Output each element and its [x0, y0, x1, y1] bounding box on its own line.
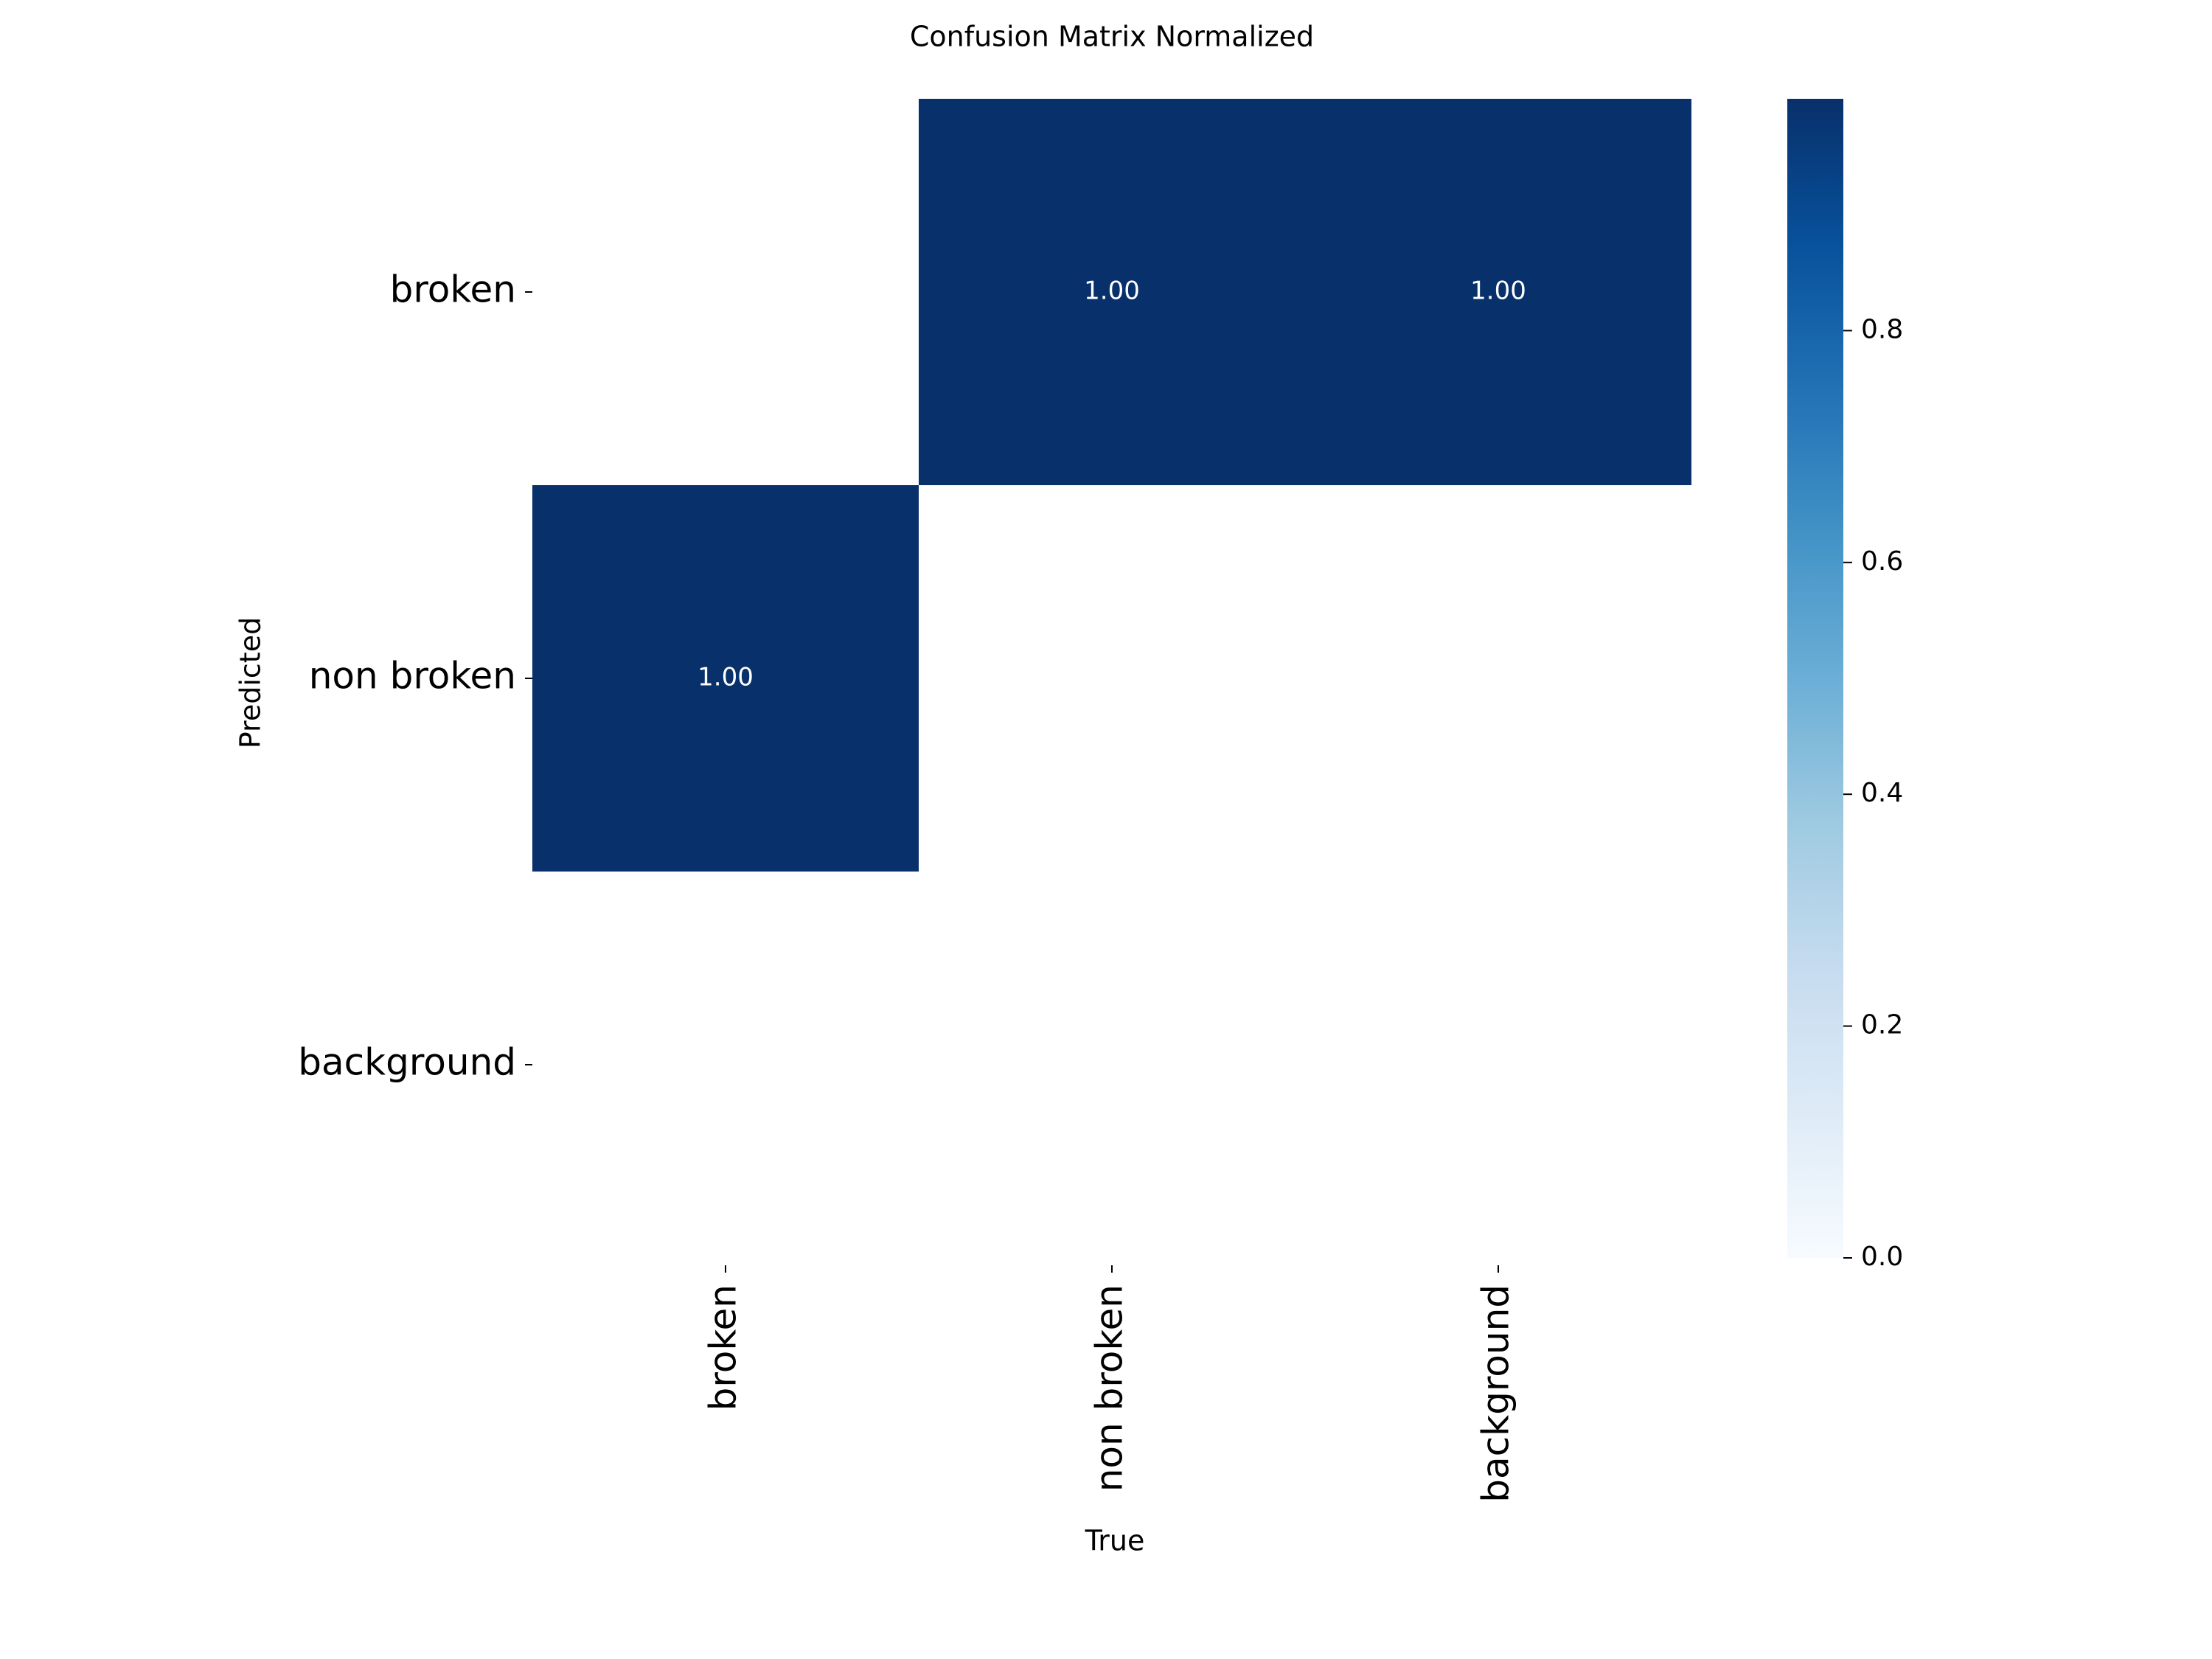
chart-title: Confusion Matrix Normalized — [910, 21, 1314, 53]
colorbar-tick-label: 0.4 — [1861, 778, 1903, 808]
y-axis-title: Predicted — [234, 617, 267, 748]
colorbar-tick-label: 0.0 — [1861, 1242, 1903, 1272]
y-tick-label: background — [298, 1041, 516, 1084]
colorbar-tick-label: 0.6 — [1861, 546, 1903, 577]
x-axis-title: True — [1085, 1525, 1145, 1557]
cell-value-label: 1.00 — [1470, 276, 1526, 306]
colorbar — [1787, 99, 1843, 1258]
y-tick-label: broken — [390, 268, 516, 311]
y-tick-label: non broken — [309, 655, 516, 698]
cell-non-broken-broken — [532, 485, 919, 872]
cell-broken-non-broken — [919, 99, 1305, 485]
x-tick-label: background — [1475, 1284, 1517, 1503]
y-axis-ticks: broken non broken background — [298, 268, 532, 1084]
colorbar-tick-label: 0.8 — [1861, 314, 1903, 344]
cell-broken-background — [1305, 99, 1691, 485]
colorbar-ticks: 0.0 0.2 0.4 0.6 0.8 — [1843, 314, 1903, 1272]
cell-value-label: 1.00 — [1084, 276, 1140, 306]
cell-value-label: 1.00 — [698, 663, 754, 692]
x-tick-label: broken — [702, 1284, 745, 1411]
heatmap-cells — [532, 99, 1691, 872]
x-tick-label: non broken — [1088, 1284, 1131, 1492]
colorbar-tick-label: 0.2 — [1861, 1010, 1903, 1040]
x-axis-ticks: broken non broken background — [702, 1265, 1517, 1503]
heatmap-cell-labels: 1.00 1.00 1.00 — [698, 276, 1526, 692]
